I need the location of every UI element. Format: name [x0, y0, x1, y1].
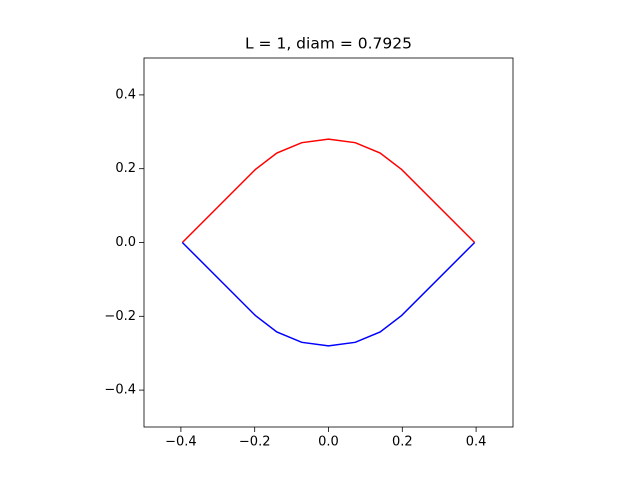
y-tick-label: −0.4 [104, 383, 136, 398]
y-tick-label: 0.4 [115, 87, 136, 102]
y-tick-label: −0.2 [104, 309, 136, 324]
y-tick-label: 0.0 [115, 235, 136, 250]
plot-frame [143, 57, 514, 428]
y-tick-label: 0.2 [115, 161, 136, 176]
chart-title: L = 1, diam = 0.7925 [245, 35, 412, 53]
x-tick-label: −0.4 [165, 435, 197, 450]
x-tick-label: −0.2 [239, 435, 271, 450]
x-tick-label: 0.2 [392, 435, 413, 450]
series-line [181, 241, 476, 347]
series-line [181, 138, 476, 244]
x-tick-label: 0.4 [466, 435, 487, 450]
x-tick-label: 0.0 [318, 435, 339, 450]
